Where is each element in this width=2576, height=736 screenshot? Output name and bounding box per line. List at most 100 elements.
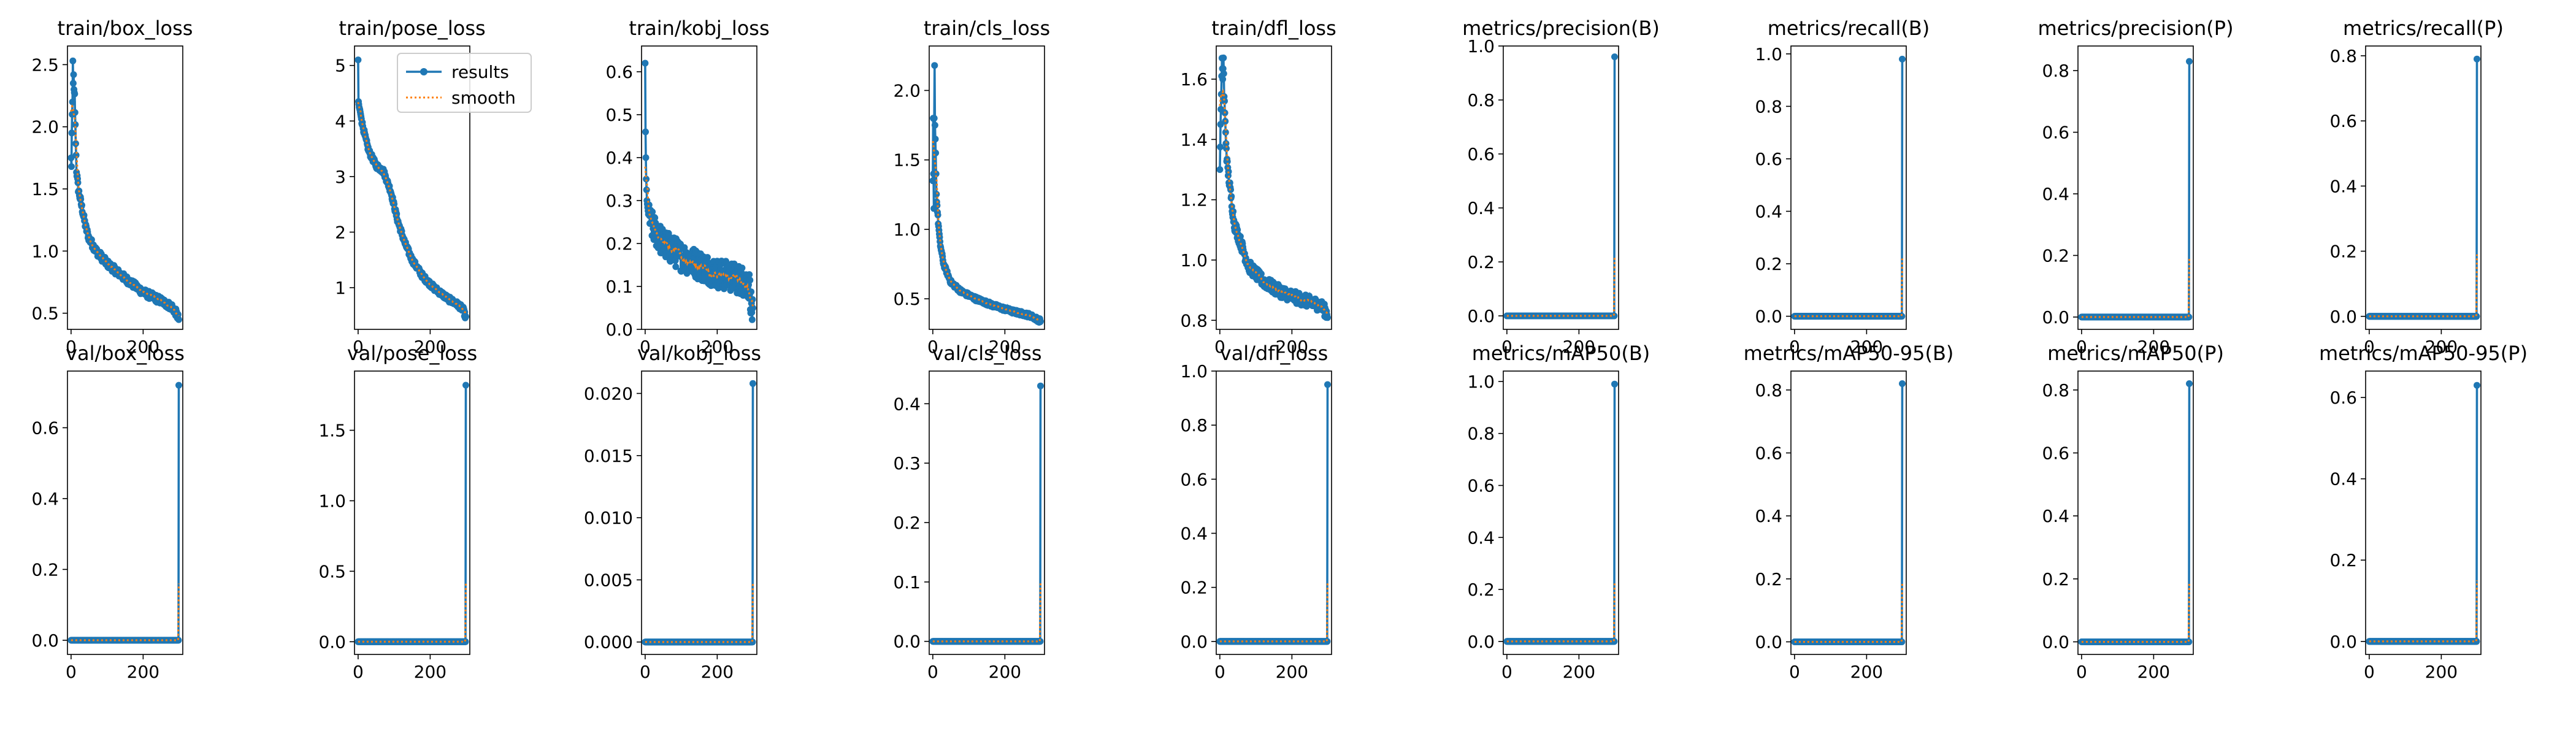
results-point xyxy=(69,80,77,87)
subplot-metrics-precision-p: metrics/precision(P)0.00.20.40.60.80 200 xyxy=(2037,17,2233,357)
results-point xyxy=(1219,75,1227,83)
results-point xyxy=(175,637,182,644)
x-tick-label: 0 xyxy=(2076,337,2087,357)
y-tick-label: 0.4 xyxy=(605,148,633,168)
smooth-line xyxy=(1794,258,1903,318)
axes-frame xyxy=(67,370,183,655)
y-tick-label: 0.6 xyxy=(605,62,633,82)
y-tick-label: 0.8 xyxy=(1755,96,1782,117)
subplot-title: metrics/precision(P) xyxy=(2037,17,2233,40)
x-tick-label: 200 xyxy=(701,662,734,682)
y-tick-label: 1.0 xyxy=(1180,361,1208,381)
x-tick-label: 0 xyxy=(927,337,938,357)
results-point xyxy=(642,128,649,136)
y-tick-label: 1.5 xyxy=(31,179,59,199)
results-point xyxy=(72,121,79,128)
results-point xyxy=(681,244,688,251)
results-point xyxy=(1221,98,1228,105)
results-point xyxy=(1222,129,1229,136)
y-tick-label: 0.8 xyxy=(1180,310,1208,331)
results-point xyxy=(72,151,80,159)
smooth-line xyxy=(932,581,1041,643)
results-point xyxy=(704,254,711,261)
y-tick-label: 0.6 xyxy=(1467,144,1495,164)
y-tick-label: 1.0 xyxy=(31,241,59,261)
subplot-title: train/dfl_loss xyxy=(1211,17,1336,40)
x-tick-label: 0 xyxy=(927,662,938,682)
results-point xyxy=(929,177,937,185)
results-point xyxy=(67,154,75,161)
y-tick-label: 0.0 xyxy=(2329,307,2357,327)
plot-area xyxy=(355,56,469,321)
y-tick-label: 0.4 xyxy=(1755,506,1782,526)
y-tick-label: 1.0 xyxy=(893,220,921,240)
y-tick-label: 0.0 xyxy=(1755,632,1782,652)
y-tick-label: 0.8 xyxy=(1467,424,1495,444)
axes-frame xyxy=(354,370,470,655)
results-point xyxy=(932,170,940,177)
results-point xyxy=(1222,140,1230,147)
y-tick-label: 1.0 xyxy=(1467,372,1495,392)
x-tick-label: 0 xyxy=(640,662,651,682)
y-tick-label: 0.2 xyxy=(893,513,921,533)
smooth-line xyxy=(932,140,1041,322)
subplot-title: metrics/mAP50-95(B) xyxy=(1744,342,1954,365)
results-point xyxy=(649,208,656,215)
y-tick-label: 0.4 xyxy=(893,394,921,414)
results-point xyxy=(1037,638,1044,645)
y-tick-label: 0.5 xyxy=(893,289,921,309)
smooth-line xyxy=(645,582,754,643)
y-tick-label: 0.6 xyxy=(1467,475,1495,496)
y-tick-label: 0.6 xyxy=(1755,149,1782,169)
results-point xyxy=(68,163,75,171)
y-tick-label: 0.5 xyxy=(605,105,633,125)
subplot-metrics-recall-b: metrics/recall(B)0.00.20.40.60.81.00 200 xyxy=(1755,17,1930,357)
subplot-title: metrics/mAP50(B) xyxy=(1472,342,1650,365)
results-point xyxy=(723,258,729,265)
axes-frame xyxy=(1503,370,1619,655)
subplot-title: metrics/precision(B) xyxy=(1462,17,1660,40)
results-point xyxy=(749,380,756,387)
axes-frame xyxy=(1790,370,1907,655)
y-tick-label: 0.0 xyxy=(605,320,633,340)
results-point xyxy=(651,214,659,221)
results-point xyxy=(68,129,75,137)
y-tick-label: 0.4 xyxy=(1467,527,1495,548)
y-tick-label: 1.0 xyxy=(318,491,346,511)
y-tick-label: 1.2 xyxy=(1180,190,1208,210)
y-tick-label: 2.0 xyxy=(31,117,59,137)
smooth-line xyxy=(1506,256,1616,317)
x-tick-label: 200 xyxy=(2137,337,2170,357)
x-tick-label: 0 xyxy=(1214,662,1225,682)
plot-area xyxy=(1216,381,1331,645)
results-point xyxy=(931,121,938,129)
results-point xyxy=(69,98,76,105)
y-tick-label: 0.2 xyxy=(1755,254,1782,274)
results-point xyxy=(738,264,746,272)
x-tick-label: 200 xyxy=(1563,337,1595,357)
smooth-line xyxy=(2081,258,2190,318)
results-point xyxy=(746,271,753,278)
results-point xyxy=(69,57,77,64)
results-point xyxy=(175,316,182,323)
x-tick-label: 0 xyxy=(353,662,364,682)
results-point xyxy=(1324,381,1331,388)
y-tick-label: 0.2 xyxy=(1467,580,1495,600)
results-point xyxy=(71,90,79,98)
results-point xyxy=(1236,233,1244,240)
x-tick-label: 0 xyxy=(66,662,77,682)
plot-area xyxy=(1503,380,1618,645)
results-point xyxy=(642,154,650,161)
y-tick-label: 0.2 xyxy=(1467,252,1495,272)
results-point xyxy=(931,62,938,69)
plot-area xyxy=(929,62,1044,326)
results-point xyxy=(175,381,182,389)
plot-area xyxy=(2078,58,2193,321)
y-tick-label: 0.3 xyxy=(893,453,921,473)
